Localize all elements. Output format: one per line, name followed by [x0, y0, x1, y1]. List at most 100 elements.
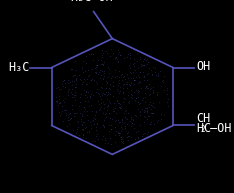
Point	[100, 70, 104, 73]
Point	[63, 109, 67, 112]
Point	[119, 73, 123, 76]
Text: H: H	[197, 122, 204, 135]
Point	[132, 58, 136, 61]
Point	[127, 82, 130, 85]
Point	[138, 111, 142, 114]
Point	[111, 109, 115, 112]
Point	[77, 134, 81, 137]
Point	[120, 138, 123, 141]
Point	[116, 53, 120, 56]
Point	[86, 69, 90, 72]
Point	[69, 90, 73, 93]
Point	[72, 95, 76, 98]
Point	[87, 131, 90, 134]
Point	[81, 134, 85, 137]
Point	[129, 93, 132, 96]
Point	[139, 87, 143, 90]
Point	[108, 129, 111, 132]
Point	[105, 106, 109, 109]
Point	[142, 70, 145, 73]
Point	[101, 111, 105, 114]
Point	[58, 114, 62, 117]
Point	[95, 132, 99, 135]
Point	[156, 73, 160, 76]
Point	[86, 90, 90, 93]
Point	[136, 101, 140, 104]
Point	[62, 79, 66, 82]
Point	[112, 102, 116, 105]
Point	[104, 115, 108, 119]
Point	[94, 110, 98, 113]
Point	[165, 101, 169, 104]
Point	[103, 113, 107, 116]
Point	[102, 62, 105, 65]
Point	[125, 135, 129, 138]
Point	[79, 92, 83, 95]
Point	[73, 74, 77, 77]
Point	[120, 79, 124, 82]
Point	[66, 119, 69, 122]
Point	[61, 83, 64, 86]
Point	[88, 96, 92, 99]
Point	[100, 85, 103, 89]
Point	[102, 123, 105, 126]
Point	[74, 85, 78, 88]
Point	[147, 67, 151, 70]
Point	[143, 63, 146, 66]
Point	[117, 131, 120, 134]
Point	[72, 80, 76, 83]
Point	[104, 111, 108, 114]
Point	[124, 127, 127, 130]
Point	[84, 83, 88, 86]
Point	[138, 113, 142, 116]
Point	[101, 51, 105, 54]
Point	[136, 53, 139, 56]
Point	[141, 132, 144, 135]
Point	[90, 119, 94, 122]
Point	[73, 60, 77, 63]
Point	[139, 124, 142, 127]
Point	[71, 128, 75, 131]
Point	[85, 62, 88, 65]
Text: CH: CH	[197, 112, 211, 125]
Point	[129, 95, 133, 98]
Text: H₃C: H₃C	[8, 61, 29, 74]
Point	[147, 115, 151, 118]
Point	[95, 123, 99, 126]
Point	[150, 73, 154, 76]
Point	[108, 82, 112, 85]
Point	[105, 94, 108, 97]
Point	[80, 114, 84, 117]
Point	[117, 51, 121, 54]
Point	[146, 72, 149, 75]
Point	[127, 100, 131, 103]
Point	[73, 99, 77, 102]
Point	[134, 130, 138, 134]
Point	[81, 128, 85, 131]
Point	[151, 86, 155, 89]
Point	[67, 87, 70, 90]
Point	[76, 121, 79, 124]
Point	[88, 94, 92, 97]
Point	[117, 69, 121, 73]
Point	[106, 105, 110, 108]
Point	[142, 57, 146, 60]
Point	[128, 70, 132, 73]
Point	[148, 122, 152, 125]
Point	[125, 72, 128, 75]
Point	[128, 84, 132, 87]
Point	[108, 88, 112, 91]
Point	[102, 118, 106, 121]
Point	[117, 91, 121, 94]
Point	[117, 133, 121, 136]
Point	[132, 64, 136, 67]
Point	[121, 84, 125, 87]
Point	[156, 119, 160, 122]
Point	[95, 122, 99, 125]
Point	[98, 107, 102, 110]
Point	[128, 83, 132, 86]
Point	[96, 91, 100, 94]
Point	[132, 78, 136, 81]
Point	[155, 91, 159, 94]
Point	[130, 122, 134, 125]
